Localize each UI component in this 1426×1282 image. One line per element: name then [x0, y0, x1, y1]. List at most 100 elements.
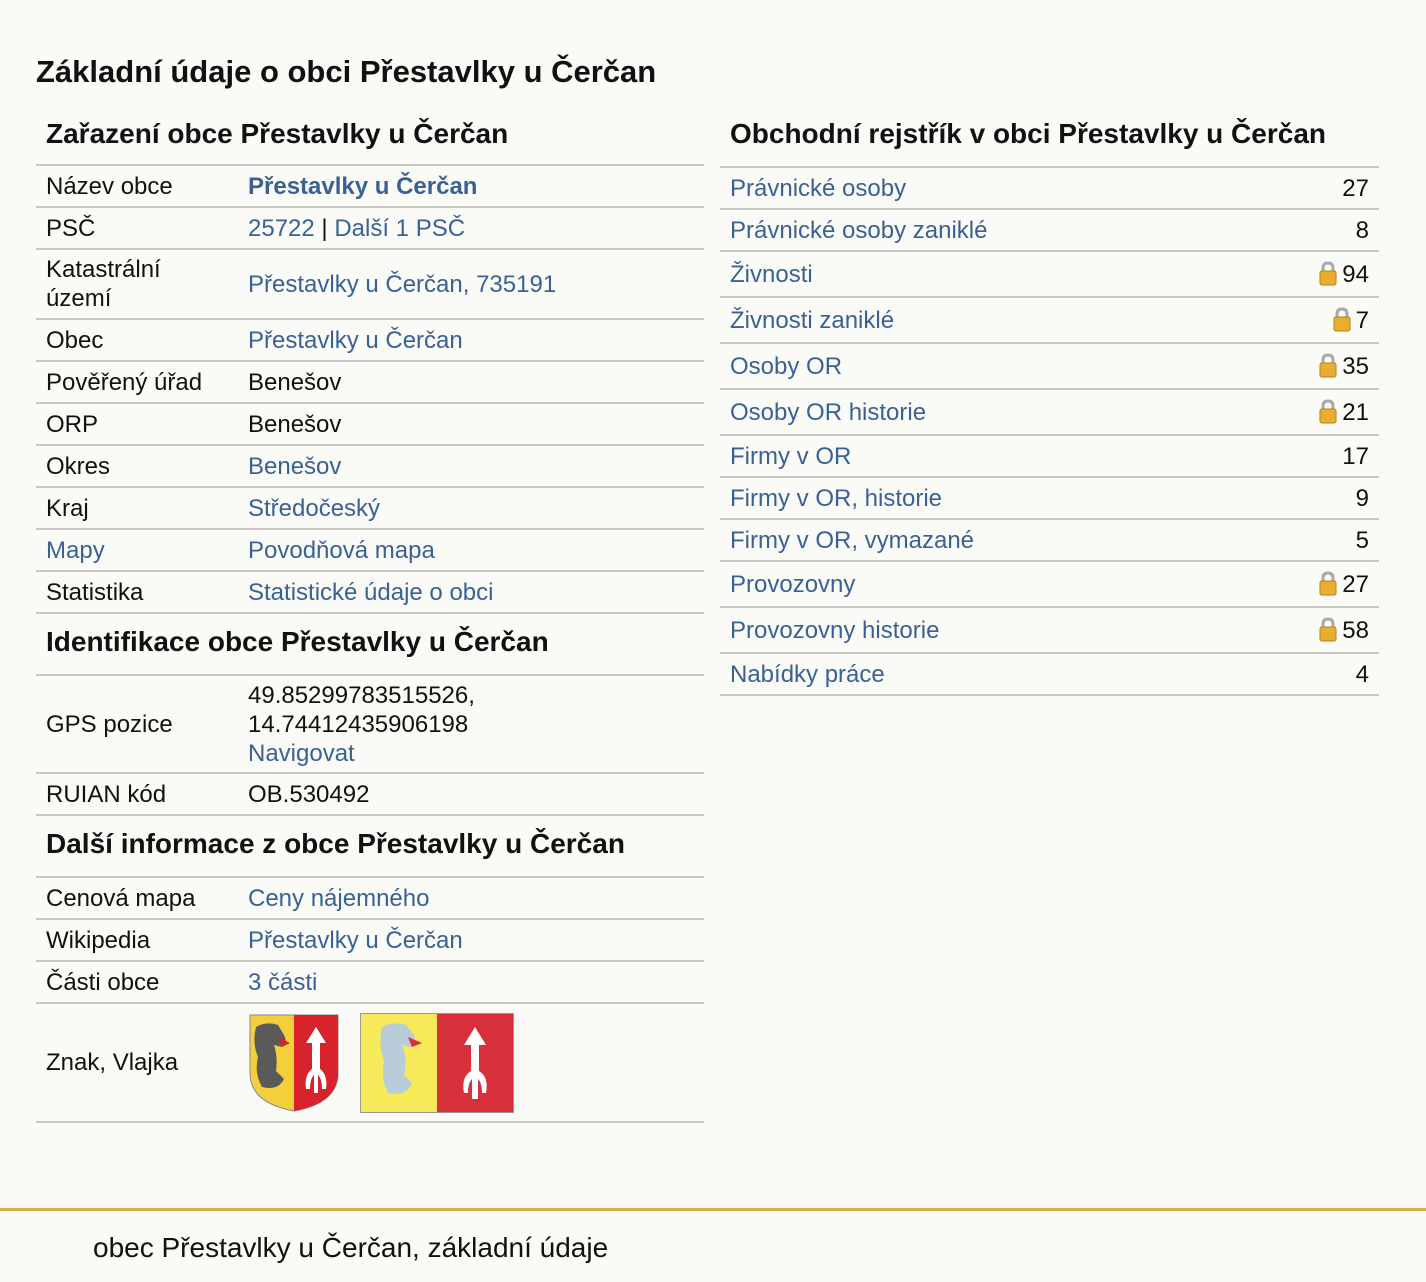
table-row: Okres Benešov [36, 445, 704, 488]
cadastre-link[interactable]: Přestavlky u Čerčan, 735191 [248, 270, 557, 298]
register-row: Osoby OR 35 [720, 343, 1379, 390]
register-link[interactable]: Právnické osoby [730, 174, 907, 202]
row-key-parts: Části obce [36, 961, 238, 1004]
statistics-link[interactable]: Statistické údaje o obci [248, 578, 494, 606]
register-link[interactable]: Nabídky práce [730, 660, 885, 688]
register-link[interactable]: Živnosti [730, 260, 813, 288]
lock-icon [1333, 306, 1351, 331]
table-row: Katastrální území Přestavlky u Čerčan, 7… [36, 249, 704, 320]
register-table: Právnické osoby 27 Právnické osoby zaniklé… [720, 168, 1379, 696]
parts-link[interactable]: 3 části [248, 968, 318, 996]
register-row: Provozovny historie 58 [720, 607, 1379, 654]
navigate-link[interactable]: Navigovat [248, 739, 355, 767]
row-key-office: Pověřený úřad [36, 361, 238, 404]
register-count: 58 [1342, 616, 1369, 644]
table-row: Obec Přestavlky u Čerčan [36, 319, 704, 362]
district-link[interactable]: Benešov [248, 452, 342, 480]
wikipedia-link[interactable]: Přestavlky u Čerčan [248, 926, 463, 954]
table-row: Wikipedia Přestavlky u Čerčan [36, 919, 704, 962]
flood-map-link[interactable]: Povodňová mapa [248, 536, 435, 564]
register-row: Osoby OR historie 21 [720, 389, 1379, 436]
row-key-municipality: Obec [36, 319, 238, 362]
row-key-gps: GPS pozice [36, 676, 238, 774]
table-row: GPS pozice 49.85299783515526, 14.7441243… [36, 676, 704, 774]
register-link[interactable]: Osoby OR historie [730, 398, 927, 426]
register-row: Firmy v OR 17 [720, 435, 1379, 478]
register-row: Nabídky práce 4 [720, 653, 1379, 696]
register-count: 27 [1342, 570, 1369, 598]
table-row: Pověřený úřad Benešov [36, 361, 704, 404]
register-count: 9 [1355, 484, 1369, 512]
register-link[interactable]: Právnické osoby zaniklé [730, 216, 988, 244]
register-count: 7 [1355, 306, 1369, 334]
table-row: Znak, Vlajka [36, 1003, 704, 1123]
register-count: 8 [1355, 216, 1369, 244]
register-count: 4 [1355, 660, 1369, 688]
page-title: Základní údaje o obci Přestavlky u Čerča… [36, 54, 657, 89]
maps-link[interactable]: Mapy [46, 536, 105, 564]
more-info-table: Cenová mapa Ceny nájemného Wikipedia Pře… [36, 878, 704, 1123]
more-info-title: Další informace z obce Přestavlky u Čerč… [36, 816, 704, 878]
table-row: Název obce Přestavlky u Čerčan [36, 166, 704, 208]
register-link[interactable]: Firmy v OR, historie [730, 484, 943, 512]
row-key-stats: Statistika [36, 571, 238, 614]
region-link[interactable]: Středočeský [248, 494, 381, 522]
row-key-region: Kraj [36, 487, 238, 530]
row-key-cadastre: Katastrální území [36, 249, 238, 320]
row-key-district: Okres [36, 445, 238, 488]
table-row: ORP Benešov [36, 403, 704, 446]
lock-icon [1319, 616, 1337, 641]
register-link[interactable]: Provozovny [730, 570, 856, 598]
lock-icon [1319, 260, 1337, 285]
register-count: 94 [1342, 260, 1369, 288]
table-row: Mapy Povodňová mapa [36, 529, 704, 572]
register-title: Obchodní rejstřík v obci Přestavlky u Če… [720, 108, 1379, 168]
identification-table: GPS pozice 49.85299783515526, 14.7441243… [36, 676, 704, 816]
rent-prices-link[interactable]: Ceny nájemného [248, 884, 430, 912]
psc-link[interactable]: 25722 [248, 214, 315, 242]
row-key-ruian: RUIAN kód [36, 773, 238, 816]
orp-value: Benešov [238, 403, 704, 446]
lock-icon [1319, 398, 1337, 423]
register-link[interactable]: Firmy v OR [730, 442, 852, 470]
table-row: Části obce 3 části [36, 961, 704, 1004]
row-key-orp: ORP [36, 403, 238, 446]
register-link[interactable]: Firmy v OR, vymazané [730, 526, 975, 554]
row-key-wikipedia: Wikipedia [36, 919, 238, 962]
register-row: Provozovny 27 [720, 561, 1379, 608]
register-link[interactable]: Provozovny historie [730, 616, 940, 644]
register-row: Živnosti 94 [720, 251, 1379, 298]
municipality-link[interactable]: Přestavlky u Čerčan [248, 326, 463, 354]
coat-of-arms-image[interactable] [248, 1013, 340, 1113]
footer-divider [0, 1208, 1426, 1211]
row-key-symbols: Znak, Vlajka [36, 1003, 238, 1123]
business-register-column: Obchodní rejstřík v obci Přestavlky u Če… [720, 108, 1379, 696]
municipality-name-link[interactable]: Přestavlky u Čerčan [248, 172, 478, 200]
flag-image[interactable] [360, 1012, 514, 1113]
register-count: 5 [1355, 526, 1369, 554]
psc-separator: | [321, 214, 328, 242]
ruian-value: OB.530492 [238, 773, 704, 816]
register-row: Firmy v OR, vymazané 5 [720, 519, 1379, 562]
table-row: PSČ 25722 | Další 1 PSČ [36, 207, 704, 250]
lock-icon [1319, 352, 1337, 377]
identification-title: Identifikace obce Přestavlky u Čerčan [36, 614, 704, 676]
lock-icon [1319, 570, 1337, 595]
register-count: 21 [1342, 398, 1369, 426]
office-value: Benešov [238, 361, 704, 404]
register-row: Firmy v OR, historie 9 [720, 477, 1379, 520]
municipality-info-column: Zařazení obce Přestavlky u Čerčan Název … [36, 108, 704, 1123]
more-psc-link[interactable]: Další 1 PSČ [334, 214, 466, 242]
table-row: Cenová mapa Ceny nájemného [36, 878, 704, 920]
classification-table: Název obce Přestavlky u Čerčan PSČ 25722… [36, 166, 704, 614]
register-link[interactable]: Osoby OR [730, 352, 843, 380]
gps-latitude: 49.85299783515526, [248, 681, 475, 709]
register-row: Právnické osoby zaniklé 8 [720, 209, 1379, 252]
register-count: 35 [1342, 352, 1369, 380]
register-row: Právnické osoby 27 [720, 168, 1379, 210]
register-count: 27 [1342, 174, 1369, 202]
row-key-name: Název obce [36, 166, 238, 208]
classification-title: Zařazení obce Přestavlky u Čerčan [36, 108, 704, 166]
row-key-psc: PSČ [36, 207, 238, 250]
register-link[interactable]: Živnosti zaniklé [730, 306, 895, 334]
